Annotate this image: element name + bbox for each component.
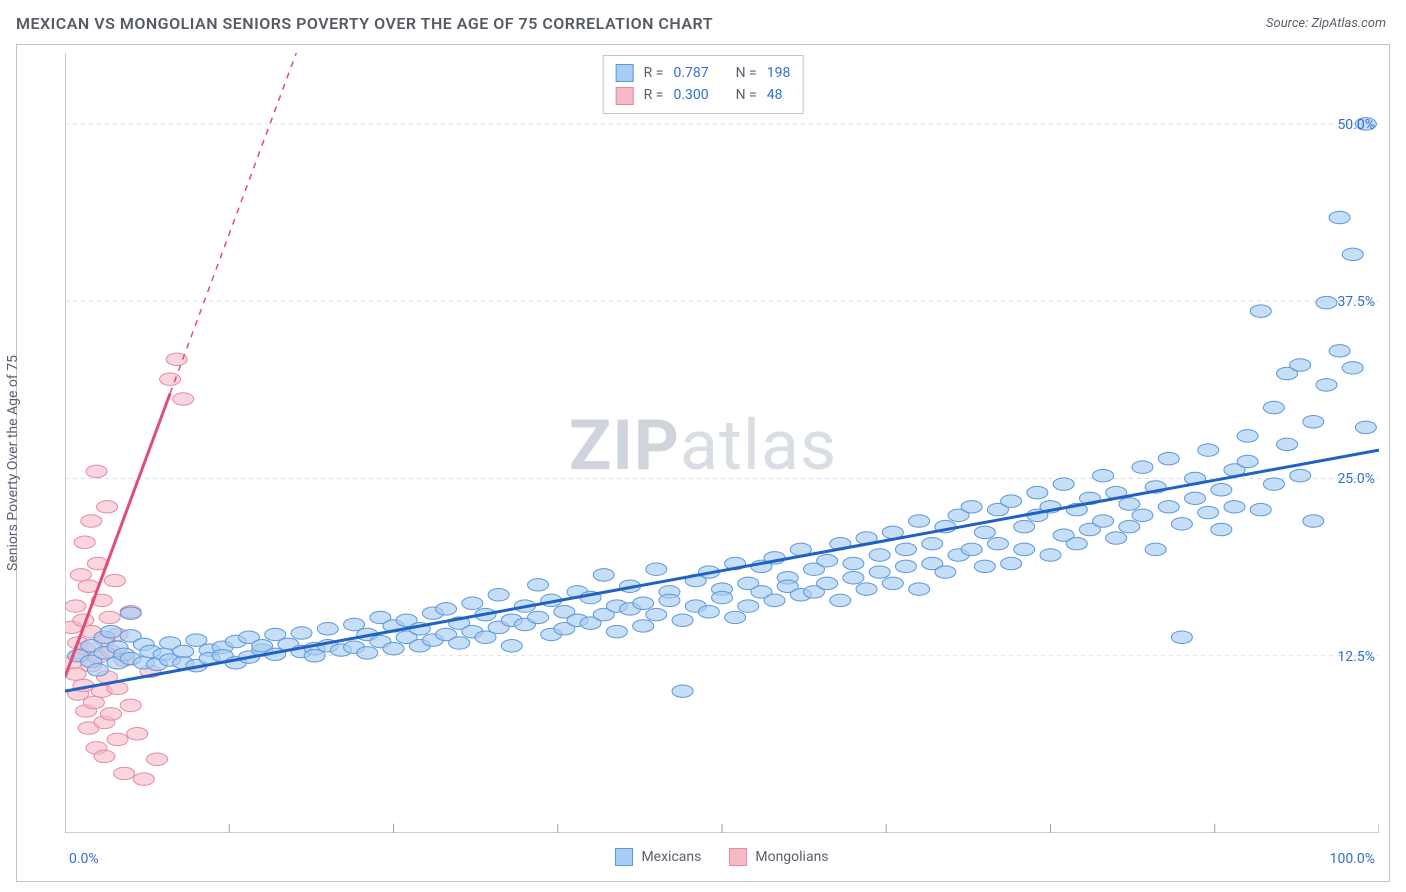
stat-row-mongolians: R = 0.300 N = 48 [616, 84, 791, 106]
swatch-mongolians-icon [616, 87, 634, 105]
y-tick-label: 12.5% [1337, 649, 1375, 665]
y-tick-label: 50.0% [1337, 117, 1375, 133]
y-tick-label: 37.5% [1337, 294, 1375, 310]
legend-swatch-mongolians-icon [729, 848, 747, 866]
y-tick-label: 25.0% [1337, 471, 1375, 487]
bottom-legend: 0.0% Mexicans Mongolians 100.0% [65, 837, 1379, 877]
x-max-label: 100.0% [1330, 851, 1375, 867]
x-min-label: 0.0% [69, 851, 99, 867]
chart-container: Seniors Poverty Over the Age of 75 R = 0… [16, 44, 1390, 882]
scatter-svg [65, 53, 1379, 833]
legend-swatch-mexicans-icon [615, 848, 633, 866]
legend-item-mexicans: Mexicans [615, 848, 701, 866]
stat-legend: R = 0.787 N = 198 R = 0.300 N = 48 [603, 55, 804, 114]
legend-item-mongolians: Mongolians [729, 848, 828, 866]
plot-area [65, 53, 1379, 833]
swatch-mexicans-icon [616, 64, 634, 82]
y-axis-label: Seniors Poverty Over the Age of 75 [5, 355, 21, 571]
source-label: Source: ZipAtlas.com [1266, 16, 1386, 31]
stat-row-mexicans: R = 0.787 N = 198 [616, 62, 791, 84]
chart-title: MEXICAN VS MONGOLIAN SENIORS POVERTY OVE… [16, 14, 713, 33]
